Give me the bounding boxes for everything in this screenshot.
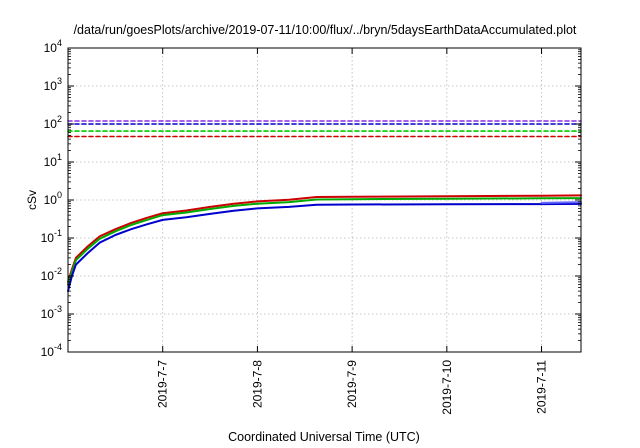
series-line-3 (540, 201, 582, 204)
y-axis: 10-4 10-3 10-2 10-1 100 101 102 103 104 (41, 38, 581, 359)
x-tick-label: 2019-7-7 (156, 360, 170, 408)
chart-title: /data/run/goesPlots/archive/2019-07-11/1… (74, 23, 577, 37)
y-tick-label: 10-4 (41, 342, 62, 359)
y-tick-label: 10-1 (41, 228, 62, 245)
y-tick-label: 102 (44, 114, 62, 131)
y-tick-label: 10-2 (41, 266, 62, 283)
y-tick-label: 104 (44, 38, 62, 55)
x-axis-label: Coordinated Universal Time (UTC) (228, 430, 420, 444)
y-tick-label: 101 (44, 152, 62, 169)
data-series (67, 120, 582, 293)
series-line-1 (67, 197, 582, 286)
series-line-2 (67, 202, 582, 293)
y-tick-label: 100 (44, 190, 62, 207)
x-tick-label: 2019-7-9 (345, 360, 359, 408)
x-tick-label: 2019-7-11 (535, 360, 549, 414)
x-axis: 2019-7-7 2019-7-8 2019-7-9 2019-7-10 2019-7-… (156, 48, 549, 415)
y-tick-label: 103 (44, 76, 62, 93)
x-tick-label: 2019-7-8 (250, 360, 264, 408)
x-tick-label: 2019-7-10 (440, 360, 454, 415)
y-tick-label: 10-3 (41, 304, 62, 321)
y-axis-label: cSv (25, 190, 39, 210)
series-line-0 (67, 194, 582, 283)
